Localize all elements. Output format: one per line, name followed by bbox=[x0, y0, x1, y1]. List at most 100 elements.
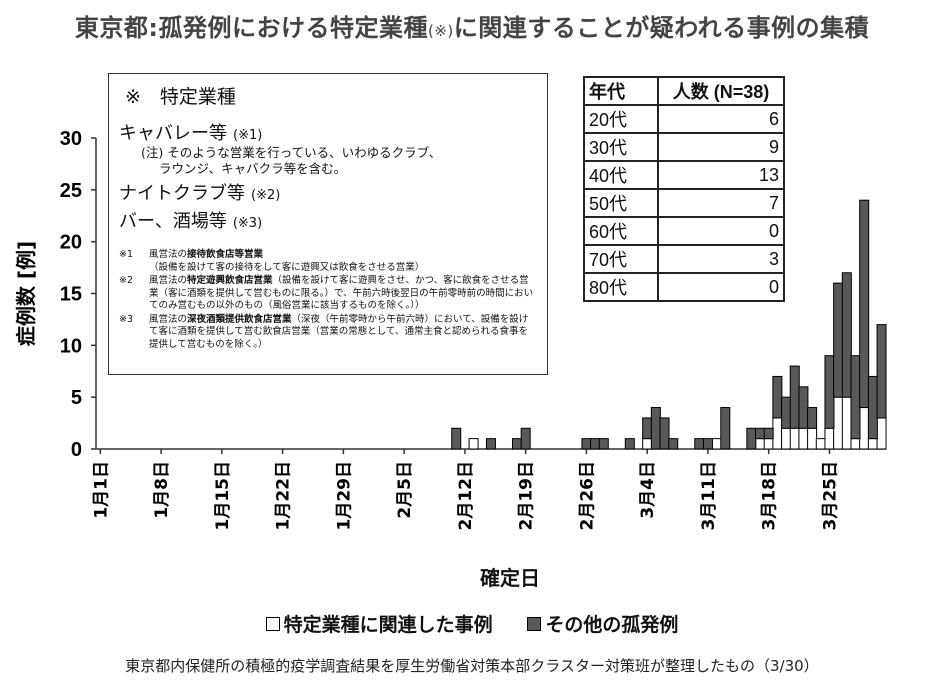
bar bbox=[668, 438, 679, 450]
age-table-row: 30代 9 bbox=[583, 132, 785, 162]
legend-item-other: その他の孤発例 bbox=[527, 610, 678, 637]
bar bbox=[642, 438, 653, 450]
age-table-row: 80代 0 bbox=[583, 272, 785, 302]
bar bbox=[520, 427, 531, 450]
bar bbox=[720, 407, 731, 450]
count-cell: 7 bbox=[657, 188, 785, 218]
bar bbox=[755, 438, 766, 450]
age-table: 年代 人数 (N=38) 20代 6 30代 9 40代 13 50代 7 60代 0 70代 3 80… bbox=[583, 76, 785, 302]
x-tick-label: 3月18日 bbox=[760, 461, 780, 531]
bar bbox=[789, 365, 800, 429]
count-cell: 9 bbox=[657, 132, 785, 162]
bar bbox=[511, 438, 522, 450]
x-tick-label: 2月12日 bbox=[456, 461, 476, 531]
bar bbox=[451, 427, 462, 450]
notes-categories: キャバレー等 (※1) (注) そのような営業を行っている、いわゆるクラブ、 ラウンジ… bbox=[119, 119, 537, 233]
legend-item-related: 特定業種に関連した事例 bbox=[265, 610, 493, 637]
legend-swatch-related bbox=[265, 616, 280, 631]
legend-swatch-other bbox=[527, 616, 542, 631]
age-table-header: 年代 人数 (N=38) bbox=[583, 76, 785, 106]
age-table-row: 60代 0 bbox=[583, 216, 785, 246]
bar bbox=[815, 438, 826, 450]
age-table-row: 70代 3 bbox=[583, 244, 785, 274]
source-footer: 東京都内保健所の積極的疫学調査結果を厚生労働省対策本部クラスター対策班が整理した… bbox=[125, 657, 819, 675]
bar bbox=[876, 417, 887, 450]
bar bbox=[833, 282, 844, 398]
bar bbox=[781, 396, 792, 429]
x-tick-label: 2月26日 bbox=[577, 461, 597, 531]
y-tick-label: 0 bbox=[71, 439, 82, 461]
bar bbox=[841, 396, 852, 450]
count-cell: 13 bbox=[657, 160, 785, 190]
bar bbox=[772, 417, 783, 450]
bar bbox=[694, 438, 705, 450]
age-cell: 70代 bbox=[583, 244, 659, 274]
bar bbox=[772, 375, 783, 419]
bar bbox=[659, 417, 670, 450]
x-axis-label: 確定日 bbox=[480, 566, 540, 590]
x-tick-label: 1月1日 bbox=[91, 461, 111, 519]
bar bbox=[824, 355, 835, 429]
bar bbox=[859, 199, 870, 409]
bar bbox=[867, 438, 878, 450]
bar bbox=[755, 427, 766, 440]
x-tick-label: 1月29日 bbox=[334, 461, 354, 531]
notes-fine-print: ※1 風営法の接待飲食店等営業（設備を設けて客の接待をして客に遊興又は飲食をさせる… bbox=[119, 249, 537, 351]
bar bbox=[867, 375, 878, 440]
fine-print-item: ※3 風営法の深夜酒類提供飲食店営業（深夜（午前零時から午前六時）において、設備を… bbox=[119, 313, 529, 350]
bar bbox=[824, 427, 835, 450]
bar bbox=[833, 396, 844, 450]
x-tick-label: 1月8日 bbox=[152, 461, 172, 519]
y-tick-label: 15 bbox=[60, 284, 82, 306]
x-tick-label: 3月25日 bbox=[820, 461, 840, 531]
bar bbox=[624, 438, 635, 450]
bar bbox=[850, 438, 861, 450]
age-cell: 80代 bbox=[583, 272, 659, 302]
bar bbox=[850, 355, 861, 440]
age-cell: 20代 bbox=[583, 104, 659, 134]
bar bbox=[763, 427, 774, 440]
count-cell: 3 bbox=[657, 244, 785, 274]
bar bbox=[485, 438, 496, 450]
bar bbox=[859, 407, 870, 450]
note-category-detail: ラウンジ、キャバクラ等を含む。 bbox=[159, 161, 347, 176]
industry-notes-box: ※ 特定業種 キャバレー等 (※1) (注) そのような営業を行っている、いわゆるク… bbox=[108, 73, 548, 375]
y-axis-label: 症例数 [例] bbox=[14, 241, 38, 346]
bar bbox=[590, 438, 601, 450]
y-tick-label: 25 bbox=[60, 180, 82, 202]
count-col-header: 人数 (N=38) bbox=[657, 76, 785, 106]
note-category: バー、酒場等 (※3) bbox=[119, 211, 263, 232]
bar bbox=[807, 427, 818, 450]
x-tick-label: 3月11日 bbox=[699, 461, 719, 531]
note-category-detail: (注) そのような営業を行っている、いわゆるクラブ、 bbox=[141, 145, 442, 160]
bar bbox=[807, 407, 818, 429]
y-tick-label: 10 bbox=[60, 335, 82, 357]
bar bbox=[746, 427, 757, 450]
bar bbox=[711, 438, 722, 450]
age-table-row: 40代 13 bbox=[583, 160, 785, 190]
bar bbox=[468, 438, 479, 450]
bar bbox=[763, 438, 774, 450]
bar bbox=[841, 272, 852, 398]
x-tick-label: 1月15日 bbox=[213, 461, 233, 531]
fine-print-item: ※1 風営法の接待飲食店等営業（設備を設けて客の接待をして客に遊興又は飲食をさせる… bbox=[119, 249, 425, 273]
count-cell: 6 bbox=[657, 104, 785, 134]
bar bbox=[798, 427, 809, 450]
bar bbox=[789, 427, 800, 450]
bar bbox=[581, 438, 592, 450]
age-col-header: 年代 bbox=[583, 76, 659, 106]
bar bbox=[876, 324, 887, 419]
age-table-row: 50代 7 bbox=[583, 188, 785, 218]
x-tick-label: 1月22日 bbox=[274, 461, 294, 531]
x-tick-label: 2月5日 bbox=[395, 461, 415, 519]
page-title: 東京都:孤発例における特定業種(※)に関連することが疑われる事例の集積 bbox=[74, 14, 870, 42]
note-category: ナイトクラブ等 (※2) bbox=[119, 183, 281, 204]
x-tick-label: 2月19日 bbox=[517, 461, 537, 531]
count-cell: 0 bbox=[657, 216, 785, 246]
x-tick-label: 3月4日 bbox=[638, 461, 658, 519]
note-category: キャバレー等 (※1) bbox=[119, 123, 263, 144]
y-tick-label: 20 bbox=[60, 232, 82, 254]
age-cell: 30代 bbox=[583, 132, 659, 162]
legend: 特定業種に関連した事例 その他の孤発例 bbox=[0, 610, 944, 637]
